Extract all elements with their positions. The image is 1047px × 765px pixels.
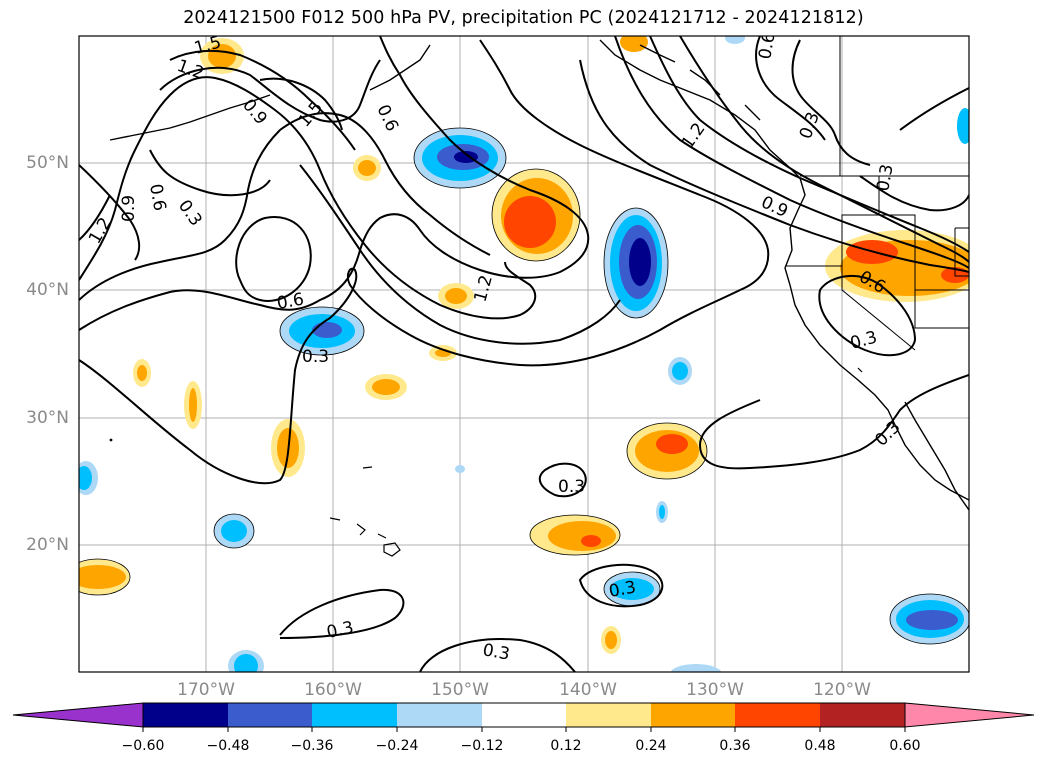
lon-label: 130°W (686, 680, 744, 700)
lon-label: 140°W (559, 680, 617, 700)
contour-label-inner: 1.2 (471, 273, 497, 304)
map-plot-area: 1.5 1.2 0.9 1.5 0.6 0.6 0.3 0.9 1.2 0.6 … (79, 31, 969, 672)
colorbar-bin (228, 703, 312, 727)
contour-label: 1.5 (295, 98, 328, 132)
coastlines (109, 39, 969, 511)
contour-label: 0.3 (558, 477, 585, 497)
colorbar-bin (566, 703, 651, 727)
lon-label: 170°W (177, 680, 235, 700)
lat-label: 40°N (26, 280, 69, 300)
contour-label: 0.3 (325, 618, 356, 643)
colorbar-extend-right (904, 702, 1035, 728)
map-frame (78, 35, 970, 673)
contour-label: 1.5 (192, 33, 223, 59)
contour-label: 0.6 (275, 290, 305, 314)
contour-label: 0.3 (871, 417, 904, 450)
contour-label: 0.3 (302, 347, 329, 367)
contour-label: 0.3 (848, 328, 879, 354)
colorbar-tick-label: −0.60 (121, 738, 165, 754)
lat-label: 20°N (26, 535, 69, 555)
contour-label: 0.9 (238, 95, 271, 129)
contour-label: 0.3 (873, 163, 897, 193)
colorbar-bin (143, 703, 228, 727)
pv-contours (79, 36, 969, 672)
colorbar-bin (312, 703, 397, 727)
contour-label: 0.3 (607, 578, 637, 602)
contour-label: 0.9 (119, 195, 139, 222)
colorbar-outline (142, 702, 906, 728)
lat-label: 30°N (26, 408, 69, 428)
colorbar-tick-label: 0.12 (550, 738, 582, 754)
colorbar-tick-label: 0.24 (635, 738, 667, 754)
contour-label: 0.6 (145, 182, 169, 212)
lat-label: 50°N (26, 153, 69, 173)
pv-contour-labels: 1.5 1.2 0.9 1.5 0.6 0.6 0.3 0.9 1.2 0.6 … (85, 31, 905, 665)
islands (109, 367, 863, 557)
colorbar-tick-label: 0.60 (889, 738, 921, 754)
colorbar-bin (735, 703, 820, 727)
colorbar-extend-left (12, 702, 144, 728)
colorbar-bin (397, 703, 482, 727)
contour-label: 0.3 (481, 640, 511, 664)
gridlines (79, 36, 969, 672)
colorbar-tick-label: −0.12 (460, 738, 504, 754)
precipitation-shading (79, 36, 969, 672)
contour-label: 0.6 (372, 102, 402, 135)
colorbar-bin (651, 703, 735, 727)
map-title: 2024121500 F012 500 hPa PV, precipitatio… (183, 8, 864, 28)
lon-label: 150°W (431, 680, 489, 700)
colorbar-tick-label: 0.36 (719, 738, 751, 754)
colorbar-bin (482, 703, 566, 727)
lon-label: 160°W (304, 680, 362, 700)
precipitation-outlines (79, 127, 969, 645)
colorbar-tick-label: −0.48 (206, 738, 250, 754)
colorbar-tick-label: −0.24 (375, 738, 419, 754)
colorbar-tick-label: −0.36 (290, 738, 334, 754)
contour-label: 0.6 (755, 31, 779, 61)
colorbar (12, 702, 1035, 732)
colorbar-bin (820, 703, 905, 727)
political-borders (785, 36, 969, 351)
colorbar-tick-label: 0.48 (804, 738, 836, 754)
lon-label: 120°W (813, 680, 871, 700)
contour-label: 0.3 (174, 196, 206, 230)
